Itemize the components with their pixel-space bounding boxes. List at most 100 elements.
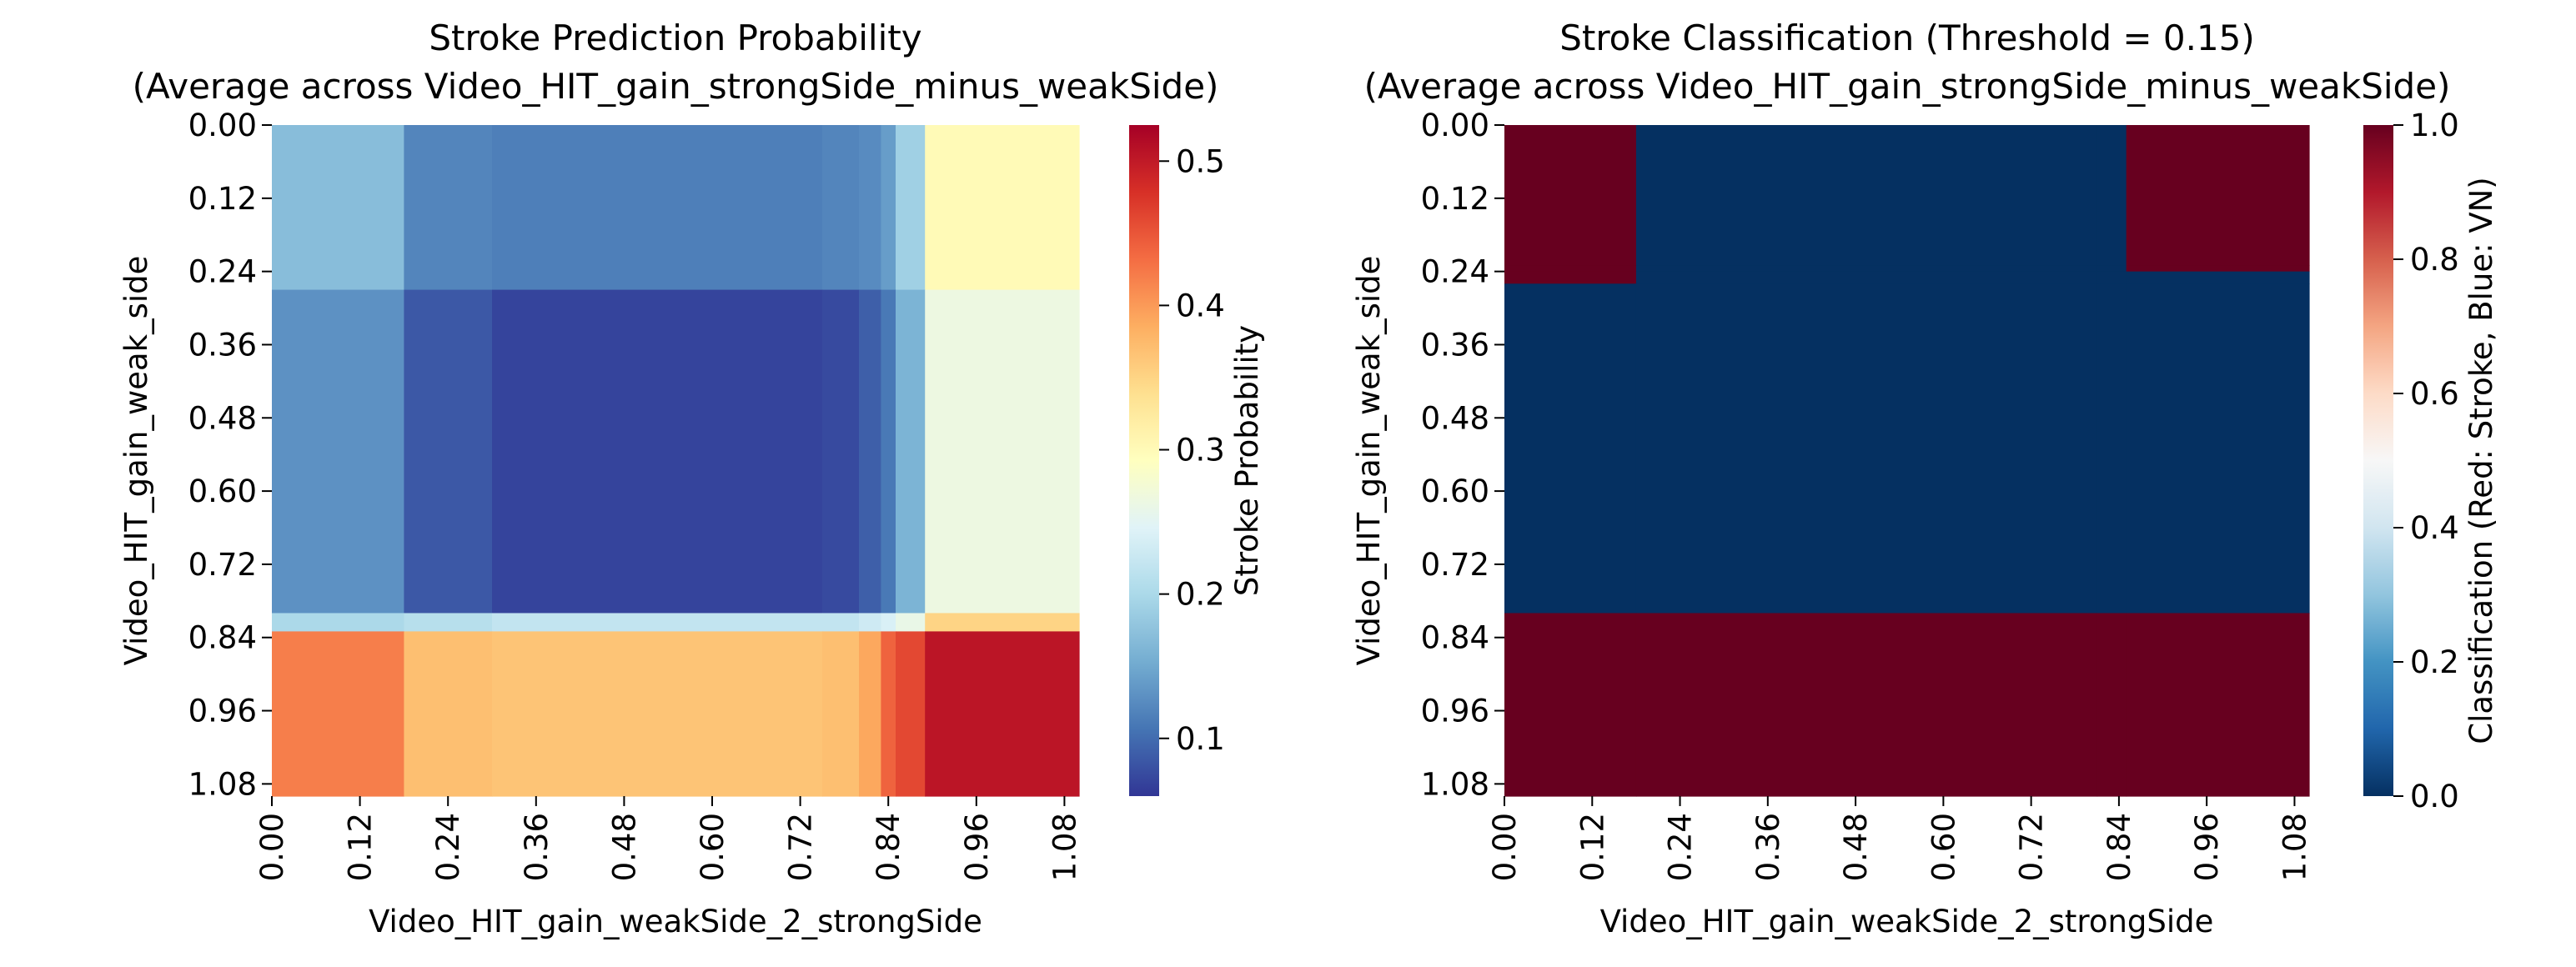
y-tick-label: 1.08: [188, 766, 257, 802]
heatmap-cell: [2096, 283, 2127, 614]
y-tick-label: 0.00: [188, 108, 257, 143]
y-tick-label: 0.48: [1421, 400, 1489, 436]
y-tick-label: 0.84: [1421, 620, 1489, 656]
heatmap-panel-2: 0.00 0.12 0.24 0.36 0.48 0.60 0.72 0.84 0.96 1.08…: [1351, 18, 2499, 939]
heatmap-cell: [881, 289, 896, 614]
heatmap-cell: [272, 125, 404, 291]
heatmap-cell: [881, 125, 896, 291]
colorbar-tick-label: 0.3: [1176, 433, 1225, 468]
heatmap-cell: [925, 289, 1080, 614]
x-tick-label: 0.24: [1663, 813, 1699, 881]
heatmap-cell: [492, 125, 823, 291]
heatmap-cell: [822, 125, 860, 291]
x-tick-label: 0.24: [430, 813, 466, 881]
heatmap-cell: [492, 613, 823, 633]
x-axis-label: Video_HIT_gain_weakSide_2_strongSide: [1600, 904, 2214, 939]
y-axis-label: Video_HIT_gain_weak_side: [118, 256, 154, 666]
x-tick-label: 0.60: [1926, 813, 1961, 881]
y-tick-label: 0.96: [1421, 694, 1489, 729]
y-tick-label: 0.72: [188, 547, 257, 583]
heatmap-cell: [492, 289, 823, 614]
y-axis-label: Video_HIT_gain_weak_side: [1351, 256, 1387, 666]
colorbar-tick-label: 0.8: [2410, 242, 2459, 278]
heatmap-cell: [1504, 283, 1637, 614]
heatmap-cell: [404, 125, 493, 291]
heatmap-cell: [896, 631, 926, 797]
x-tick-label: 0.96: [959, 813, 995, 881]
heatmap-cell: [2126, 613, 2310, 797]
x-tick-label: 0.12: [1574, 813, 1610, 881]
y-tick-label: 0.60: [188, 473, 257, 509]
heatmap-cell: [404, 289, 493, 614]
x-tick-label: 0.60: [695, 813, 731, 881]
heatmap-cell: [1635, 283, 2098, 614]
heatmap-cell: [272, 289, 404, 614]
x-axis-label: Video_HIT_gain_weakSide_2_strongSide: [369, 904, 982, 939]
heatmap-panel-1: 0.00 0.12 0.24 0.36 0.48 0.60 0.72 0.84 0.96 1.08…: [118, 18, 1265, 939]
heatmap-cell: [822, 631, 860, 797]
heatmap-cell: [2096, 613, 2127, 797]
colorbar-tick-label: 0.1: [1176, 721, 1225, 757]
colorbar-tick-label: 0.6: [2410, 376, 2459, 412]
y-tick-label: 0.00: [1421, 108, 1489, 143]
colorbar-tick-label: 0.2: [2410, 644, 2459, 680]
heatmap-cell: [2126, 265, 2310, 273]
y-tick-label: 0.24: [1421, 254, 1489, 290]
colorbar-label: Classification (Red: Stroke, Blue: VN): [2463, 177, 2499, 744]
heatmap-cells: [1504, 125, 2310, 797]
colorbar-label: Stroke Probability: [1229, 325, 1265, 596]
y-tick-label: 0.84: [188, 620, 257, 656]
colorbar-tick-label: 0.4: [1176, 288, 1225, 323]
heatmap-cell: [1504, 613, 1637, 797]
x-tick-label: 0.72: [2014, 813, 2050, 881]
heatmap-cell: [272, 631, 404, 797]
heatmap-cell: [925, 613, 1080, 633]
heatmap-cell: [859, 631, 881, 797]
x-tick-label: 0.96: [2189, 813, 2225, 881]
colorbar-gradient: [1129, 125, 1159, 796]
x-tick-label: 1.08: [2277, 813, 2312, 881]
x-tick-label: 0.48: [606, 813, 642, 881]
heatmap-cell: [1504, 125, 1637, 266]
chart-subtitle: (Average across Video_HIT_gain_strongSid…: [1364, 66, 2451, 107]
heatmap-cell: [1635, 271, 2098, 284]
chart-subtitle: (Average across Video_HIT_gain_strongSid…: [133, 66, 1219, 107]
heatmap-cells: [272, 125, 1080, 797]
y-tick-label: 0.12: [188, 181, 257, 217]
heatmap-cell: [2126, 125, 2310, 266]
x-tick-label: 0.36: [1750, 813, 1786, 881]
colorbar: 0.1 0.2 0.3 0.4 0.5 Stroke Probability: [1129, 125, 1265, 796]
x-tick-label: 0.12: [343, 813, 379, 881]
heatmap-cell: [492, 631, 823, 797]
heatmap-cell: [1504, 271, 1637, 284]
heatmap-cell: [859, 289, 881, 614]
heatmap-cell: [404, 631, 493, 797]
heatmap-cell: [881, 613, 896, 633]
x-tick-label: 0.00: [254, 813, 290, 881]
y-tick-label: 0.12: [1421, 181, 1489, 217]
heatmap-cell: [2096, 125, 2127, 266]
colorbar-tick-label: 0.0: [2410, 779, 2459, 814]
y-tick-label: 0.48: [188, 400, 257, 436]
heatmap-cell: [1504, 265, 1637, 273]
heatmap-cell: [896, 289, 926, 614]
heatmap-cell: [2096, 271, 2127, 284]
heatmap-cell: [272, 613, 404, 633]
heatmap-cell: [925, 631, 1080, 797]
colorbar-gradient: [2363, 125, 2393, 796]
y-tick-label: 0.36: [188, 327, 257, 363]
x-tick-label: 0.84: [871, 813, 906, 881]
y-tick-label: 1.08: [1421, 766, 1489, 802]
heatmap-cell: [896, 125, 926, 291]
y-tick-label: 0.60: [1421, 473, 1489, 509]
heatmap-cell: [2096, 265, 2127, 273]
chart-title: Stroke Prediction Probability: [429, 18, 921, 58]
colorbar-tick-label: 0.5: [1176, 143, 1225, 179]
y-tick-label: 0.96: [188, 694, 257, 729]
heatmap-cell: [822, 613, 860, 633]
colorbar-tick-label: 0.4: [2410, 510, 2459, 546]
heatmap-cell: [896, 613, 926, 633]
heatmap-cell: [859, 125, 881, 291]
x-tick-label: 0.72: [783, 813, 819, 881]
